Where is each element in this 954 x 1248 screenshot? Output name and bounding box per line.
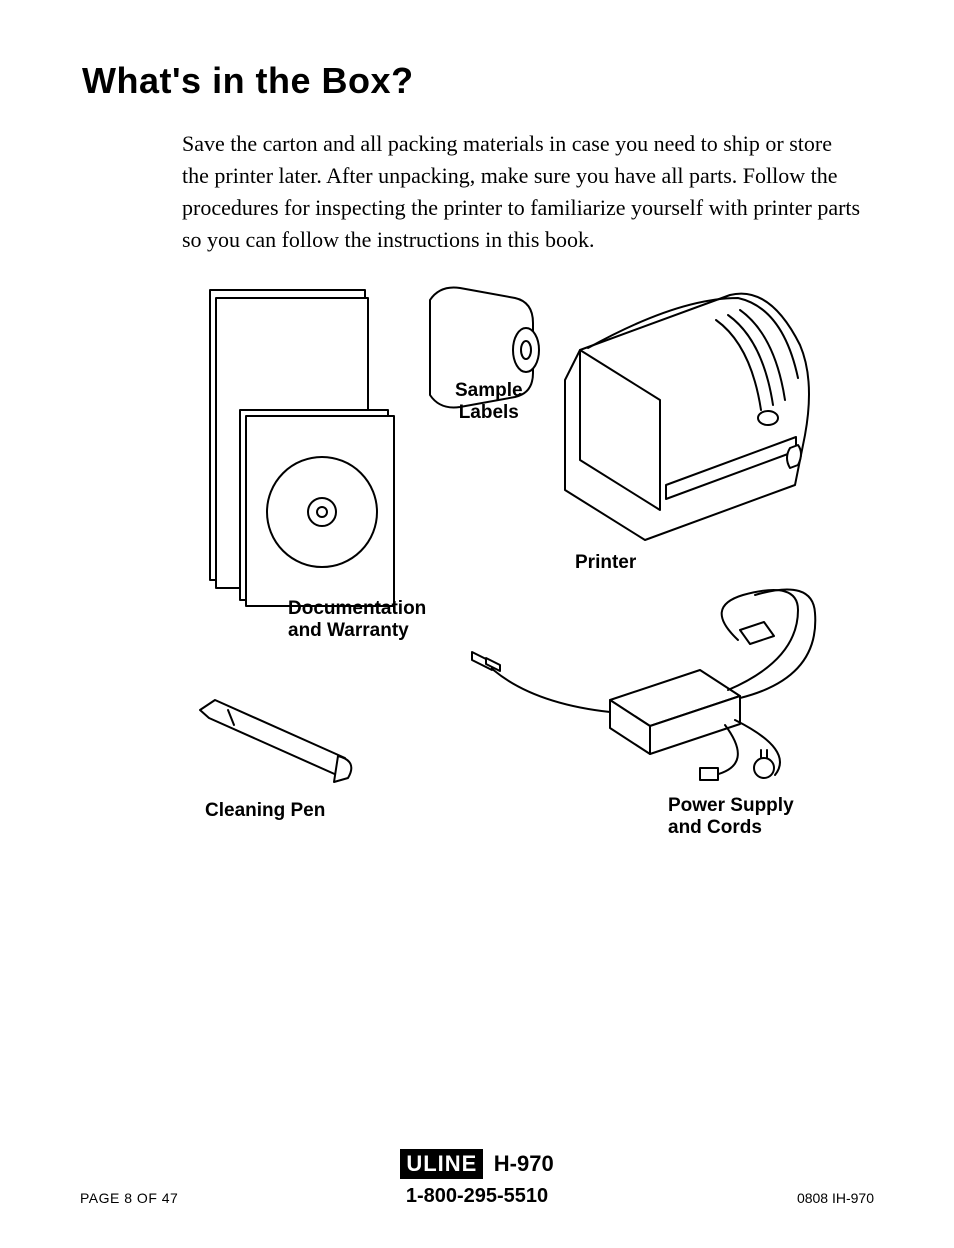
label-sample-labels: Sample Labels [455,380,523,425]
documentation-icon [210,290,394,606]
diagram-svg [180,280,820,850]
intro-paragraph: Save the carton and all packing material… [182,128,864,256]
label-documentation: Documentation and Warranty [288,598,426,643]
doc-code: 0808 IH-970 [797,1190,874,1206]
cleaning-pen-icon [200,700,351,782]
page-heading: What's in the Box? [82,60,874,102]
page-number: PAGE 8 OF 47 [80,1190,178,1206]
power-supply-icon [472,589,815,780]
label-power-supply: Power Supply and Cords [668,795,794,840]
label-printer: Printer [575,552,636,574]
printer-icon [565,294,809,540]
page-footer: ULINE H-970 1-800-295-5510 PAGE 8 OF 47 … [80,1149,874,1208]
phone-number: 1-800-295-5510 [80,1185,874,1208]
model-number: H-970 [494,1151,554,1176]
brand-logo: ULINE [400,1149,483,1179]
manual-page: What's in the Box? Save the carton and a… [0,0,954,1248]
box-contents-diagram: Sample Labels Printer Documentation and … [180,280,820,850]
label-cleaning-pen: Cleaning Pen [205,800,325,822]
footer-center: ULINE H-970 1-800-295-5510 [80,1149,874,1208]
